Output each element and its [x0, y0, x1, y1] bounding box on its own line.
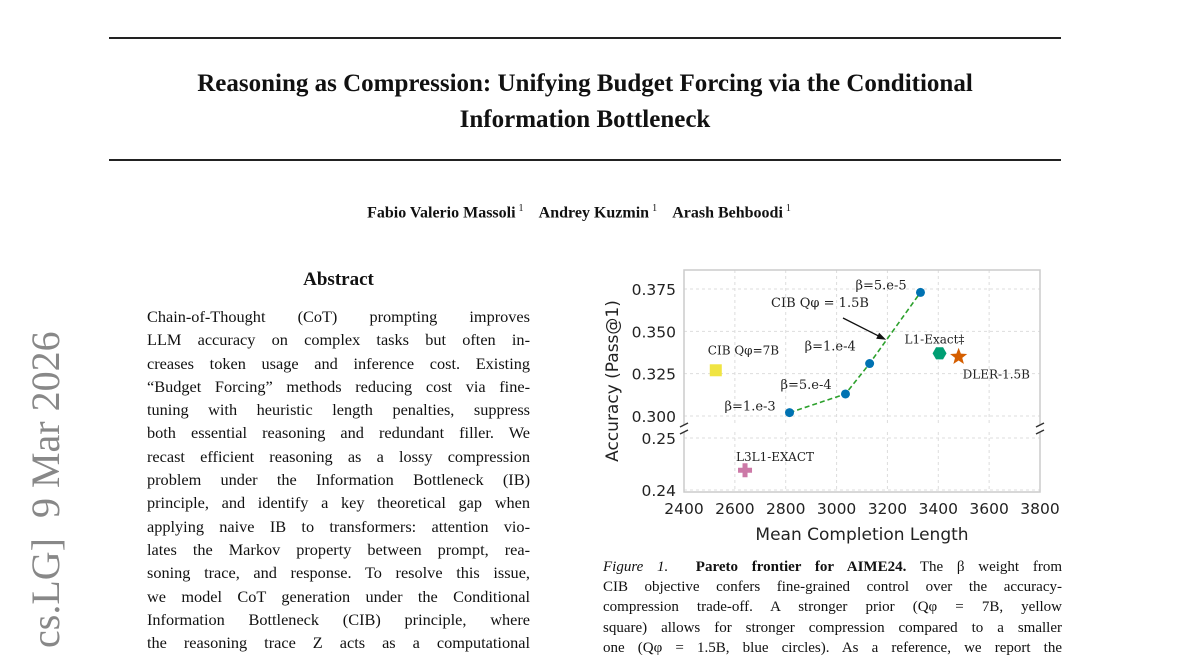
author-affiliation: 1 [518, 203, 524, 214]
y-tick-label: 0.300 [632, 408, 676, 426]
y-tick-label: 0.375 [632, 281, 676, 299]
axis-break-mark [1035, 429, 1045, 435]
data-point-circle [840, 389, 850, 399]
series-label: L1-Exact‡ [905, 332, 965, 346]
data-point-label: β=5.e-4 [780, 378, 831, 393]
bottom-rule [109, 159, 1061, 161]
annotation-label: CIB Qφ = 1.5B [771, 296, 869, 311]
author-name: Andrey Kuzmin [538, 204, 650, 222]
abstract-line: problem under the Information Bottleneck… [147, 470, 530, 490]
abstract-body: Chain-of-Thought (CoT) prompting improve… [147, 305, 530, 654]
abstract-line: tuning with heuristic length penalties, … [147, 400, 530, 420]
abstract-line: soning trace, and response. To resolve t… [147, 563, 530, 583]
series-label: L3L1-EXACT [736, 450, 814, 464]
marker-plus [738, 463, 753, 478]
data-point-circle [915, 287, 925, 297]
abstract-line: applying naive IB to transformers: atten… [147, 516, 530, 536]
author-list: Fabio Valerio Massoli 1 Andrey Kuzmin 1 Ar… [109, 203, 1061, 222]
abstract-heading: Abstract [303, 269, 374, 290]
pareto-chart: 2400 2600 2800 3000 3200 3400 3600 3800 0.300 0.3… [603, 269, 1060, 545]
x-tick-label: 3800 [1020, 500, 1059, 518]
title-line: Information Bottleneck [459, 106, 711, 133]
data-point-circle [865, 359, 875, 369]
x-axis-label: Mean Completion Length [755, 525, 968, 545]
abstract-line: “Budget Forcing” methods reducing cost v… [147, 376, 530, 396]
axes-frame-upper [683, 269, 1041, 425]
marker-hexagon [932, 347, 947, 360]
abstract-line: principle, and identify a key theoretica… [147, 493, 530, 513]
axis-break-mark [679, 429, 689, 435]
arrow-head-icon [876, 332, 887, 340]
abstract-line: both essential reasoning and redundant f… [147, 423, 530, 443]
data-point-label: β=1.e-4 [805, 340, 856, 355]
axes-frame-lower [683, 432, 1041, 493]
abstract-line: the reasoning trace Z acts as a computat… [147, 633, 530, 653]
y-tick-label: 0.350 [632, 323, 676, 341]
caption-label: Figure 1. [603, 559, 669, 575]
x-tick-label: 2400 [664, 500, 703, 518]
annotation-arrow [842, 317, 881, 338]
abstract-line: we model CoT generation under the Condit… [147, 586, 530, 606]
marker-square [709, 364, 722, 377]
abstract-line: lates the Markov property between prompt… [147, 539, 530, 559]
caption-text: The β weight from [919, 559, 1063, 575]
x-tick-label: 2600 [715, 500, 754, 518]
series-label: CIB Qφ=7B [708, 343, 779, 357]
author-name: Arash Behboodi [672, 204, 783, 222]
author-name: Fabio Valerio Massoli [367, 204, 516, 222]
marker-star [950, 347, 968, 365]
axis-break-mark [1035, 422, 1045, 428]
figure-caption: Figure 1. Pareto frontier for AIME24. Th… [603, 557, 1062, 658]
x-tick-label: 3400 [919, 500, 958, 518]
abstract-line: recast efficient reasoning as a lossy co… [147, 446, 530, 466]
data-point-label: β=5.e-5 [855, 278, 906, 293]
series-label: DLER-1.5B [963, 368, 1031, 382]
author-affiliation: 1 [652, 203, 658, 214]
paper-title: Reasoning as Compression: Unifying Budge… [109, 66, 1061, 138]
caption-line: compression trade-off. A stronger prior … [603, 599, 1062, 616]
axis-break-mark [679, 422, 689, 428]
abstract-line: Chain-of-Thought (CoT) prompting improve… [147, 307, 530, 326]
arxiv-stamp: cs.LG] 9 Mar 2026 [23, 331, 68, 648]
y-tick-label: 0.24 [641, 482, 676, 500]
abstract-line: creases token usage and inference cost. … [147, 353, 530, 373]
caption-line: Figure 1. Pareto frontier for AIME24. Th… [603, 557, 1062, 577]
top-rule [109, 37, 1061, 39]
x-tick-label: 3200 [868, 500, 907, 518]
y-tick-label: 0.325 [632, 366, 676, 384]
abstract-line: Information Bottleneck (CIB) principle, … [147, 609, 530, 629]
author-affiliation: 1 [785, 203, 791, 214]
caption-line: CIB objective confers fine-grained contr… [603, 579, 1062, 596]
x-tick-label: 2800 [766, 500, 805, 518]
x-tick-label: 3600 [969, 500, 1008, 518]
caption-bold: Pareto frontier for AIME24. [695, 559, 907, 575]
data-point-circle [785, 408, 795, 418]
y-tick-label: 0.25 [641, 430, 676, 448]
data-point-label: β=1.e-3 [725, 400, 776, 415]
caption-line: square) allows for stronger compression … [603, 619, 1062, 636]
x-tick-label: 3000 [817, 500, 856, 518]
y-axis-label: Accuracy (Pass@1) [603, 300, 623, 462]
abstract-line: LLM accuracy on complex tasks but often … [147, 330, 530, 350]
title-line: Reasoning as Compression: Unifying Budge… [197, 70, 973, 97]
